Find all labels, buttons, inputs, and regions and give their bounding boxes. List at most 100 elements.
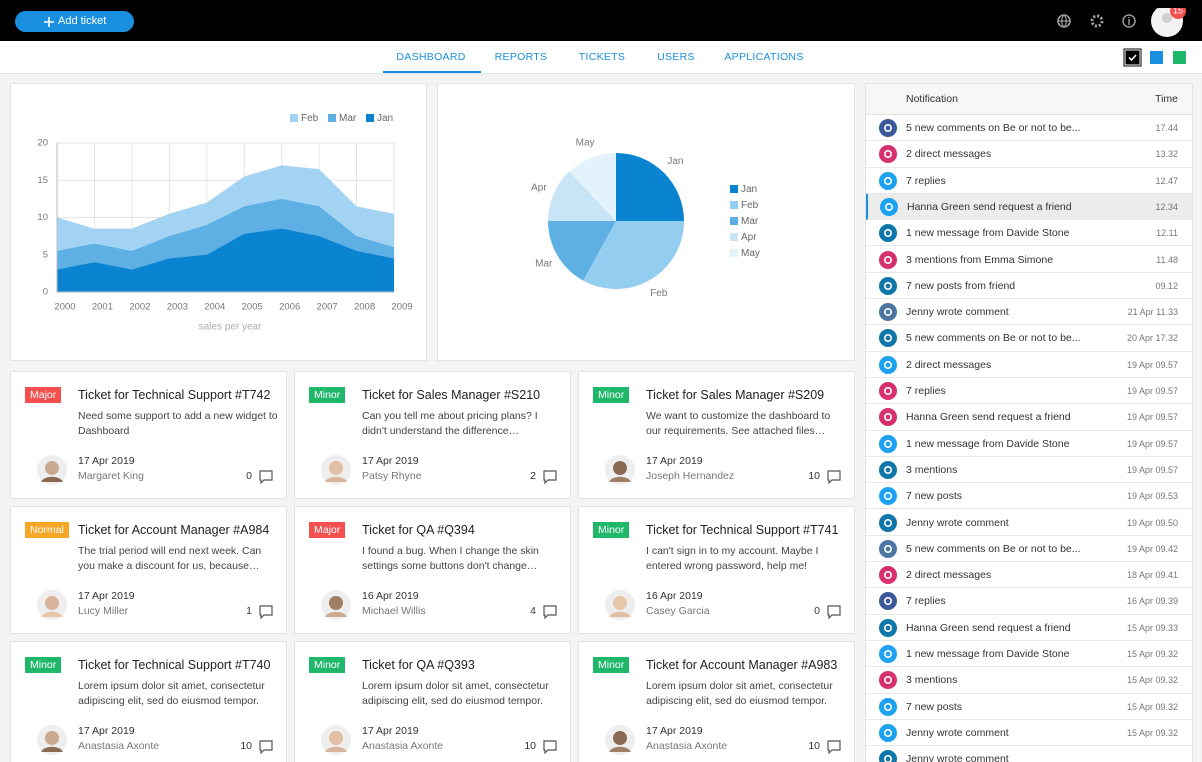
comment-icon[interactable] [543,470,557,484]
notification-row[interactable]: 7 new posts 15 Apr 09.32 [866,694,1192,720]
notification-row[interactable]: 2 direct messages 19 Apr 09.57 [866,352,1192,378]
ticket-tag: Minor [593,657,630,673]
notification-row[interactable]: 7 replies 16 Apr 09.39 [866,588,1192,615]
notification-header [866,84,1192,115]
skin-green[interactable] [1173,51,1186,64]
skin-black[interactable] [1125,50,1140,65]
ticket-author: Michael Willis [362,605,426,617]
ticket-card[interactable]: Minor Ticket for Technical Support #T740 L… [10,641,287,762]
network-circle [879,487,897,506]
notification-row[interactable]: 5 new comments on Be or not to be... 20 A… [866,325,1192,352]
legend-swatch [730,185,738,193]
notification-row[interactable]: 3 mentions 19 Apr 09.57 [866,457,1192,484]
skin-selected [1123,48,1142,67]
network-circle [879,382,897,400]
comment-icon[interactable] [827,740,841,754]
ticket-tag: Major [25,387,62,403]
avatar-body [41,611,63,617]
info-icon[interactable] [1122,14,1136,28]
tab[interactable]: APPLICATIONS [724,51,804,63]
notification-row[interactable]: 3 mentions 15 Apr 09.32 [866,667,1192,694]
network-icon [879,539,897,558]
notification-row[interactable]: 5 new comments on Be or not to be... 17.4… [866,115,1192,142]
comment-icon[interactable] [543,605,557,619]
avatar-face [329,596,343,610]
comment-bubble [259,605,273,619]
ticket-author: Margaret King [78,470,144,482]
comment-icon[interactable] [827,605,841,619]
tab[interactable]: USERS [657,51,695,63]
ticket-card[interactable]: Minor Ticket for Technical Support #T741 I… [578,506,855,634]
network-glyph [884,334,893,343]
ticket-card[interactable]: Normal Ticket for Account Manager #A984 Th… [10,506,287,634]
notification-row[interactable]: Jenny wrote comment 15 Apr 09.32 [866,720,1192,747]
network-icon [879,513,897,532]
notification-text: Hanna Green send request a friend [906,621,1071,634]
network-glyph [884,623,893,632]
tab[interactable]: REPORTS [494,51,548,63]
notification-row[interactable]: 3 mentions from Emma Simone 11.48 [866,247,1192,273]
notification-row[interactable]: 1 new message from Davide Stone 15 Apr 09… [866,641,1192,668]
network-icon [879,408,897,427]
ticket-card[interactable]: Minor Ticket for Account Manager #A983 Lor… [578,641,855,762]
author-avatar [37,455,67,485]
ticket-card[interactable]: Major Ticket for QA #Q394 I found a bug. W… [294,506,571,634]
ticket-card[interactable]: Minor Ticket for Sales Manager #S209 We wa… [578,371,855,499]
author-avatar [605,725,635,755]
comment-count: 10 [524,740,536,752]
comment-icon[interactable] [543,740,557,754]
notification-text: 2 direct messages [906,358,992,371]
notification-row[interactable]: 7 new posts 19 Apr 09.53 [866,483,1192,510]
ticket-tag: Major [309,522,346,538]
settings-icon[interactable] [1090,14,1104,28]
ticket-title: Ticket for Account Manager #A984 [78,523,270,537]
skin-blue[interactable] [1150,51,1163,64]
tab[interactable]: TICKETS [578,51,626,63]
ticket-tag: Minor [593,387,630,403]
comment-icon[interactable] [827,470,841,484]
notification-row[interactable]: 7 replies 12.47 [866,168,1192,194]
network-circle [879,513,897,532]
avatar-body [609,476,631,482]
avatar-head [1162,13,1172,23]
notification-row[interactable]: Hanna Green send request a friend 15 Apr … [866,615,1192,641]
tab[interactable]: DASHBOARD [396,51,466,63]
notification-time: 19 Apr 09.57 [1126,359,1178,370]
notification-row[interactable]: Jenny wrote comment 19 Apr 09.50 [866,510,1192,536]
globe-icon[interactable] [1057,14,1071,28]
avatar-body [325,476,347,482]
notification-row[interactable]: 7 new posts from friend 09.12 [866,273,1192,300]
notification-row[interactable]: 2 direct messages 18 Apr 09.41 [866,562,1192,589]
notification-row[interactable]: Jenny wrote comment [866,746,1192,762]
add-ticket-button[interactable]: Add ticket [15,11,134,32]
network-icon [879,224,897,243]
notification-row[interactable]: Jenny wrote comment 21 Apr 11.33 [866,299,1192,326]
author-avatar [37,725,67,755]
ticket-text: I can't sign in to my account. Maybe I e… [646,545,819,572]
notification-row[interactable]: Hanna Green send request a friend 12.34 [866,193,1192,221]
ticket-card[interactable]: Minor Ticket for Sales Manager #S210 Can y… [294,371,571,499]
ticket-card[interactable]: Minor Ticket for QA #Q393 Lorem ipsum dolo… [294,641,571,762]
comment-icon[interactable] [259,470,273,484]
notification-row[interactable]: 1 new message from Davide Stone 19 Apr 09… [866,431,1192,457]
legend-swatch [730,217,738,225]
ticket-card[interactable]: Major Ticket for Technical Support #T742 N… [10,371,287,499]
network-icon [879,487,897,506]
network-icon [879,671,897,690]
notification-row[interactable]: Hanna Green send request a friend 19 Apr … [866,404,1192,431]
notification-row[interactable]: 2 direct messages 13.32 [866,141,1192,168]
notification-row[interactable]: 7 replies 19 Apr 09.57 [866,378,1192,405]
notification-row[interactable]: 1 new message from Davide Stone 12.11 [866,220,1192,247]
comment-icon[interactable] [259,740,273,754]
author-avatar [37,590,67,620]
notification-time: 18 Apr 09.41 [1126,570,1178,581]
notification-time: 15 Apr 09.32 [1126,649,1178,659]
top-bar [0,0,1202,41]
avatar-body [609,611,631,617]
ticket-author: Anastasia Axonte [78,740,160,752]
comment-icon[interactable] [259,605,273,619]
ticket-text: I found a bug. When I change the skin se… [362,545,539,572]
notification-badge [1170,8,1186,19]
notification-row[interactable]: 5 new comments on Be or not to be... 19 A… [866,536,1192,563]
x-tick-label: 2001 [92,302,113,313]
